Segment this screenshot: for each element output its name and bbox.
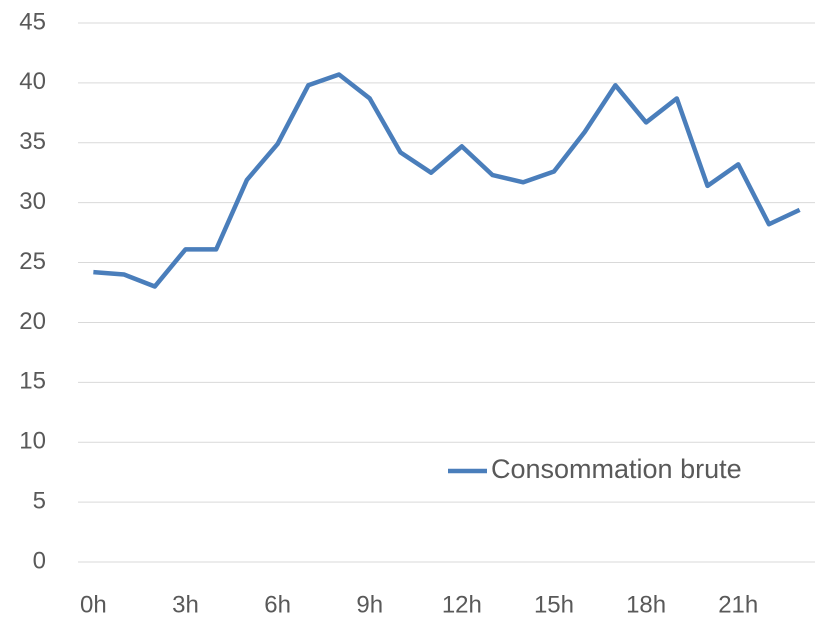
x-tick-label: 3h <box>172 591 199 618</box>
y-tick-label: 30 <box>19 188 46 215</box>
x-tick-label: 15h <box>534 591 574 618</box>
x-tick-label: 9h <box>356 591 383 618</box>
x-tick-label: 6h <box>264 591 291 618</box>
y-tick-label: 10 <box>19 428 46 455</box>
x-tick-label: 18h <box>626 591 666 618</box>
y-tick-label: 40 <box>19 68 46 95</box>
x-tick-label: 21h <box>718 591 758 618</box>
y-tick-label: 20 <box>19 308 46 335</box>
y-tick-label: 5 <box>33 487 46 514</box>
y-tick-label: 35 <box>19 128 46 155</box>
x-tick-label: 12h <box>442 591 482 618</box>
y-tick-label: 45 <box>19 8 46 35</box>
x-tick-label: 0h <box>80 591 107 618</box>
legend-label: Consommation brute <box>491 454 742 484</box>
series-line <box>93 72 801 289</box>
y-tick-label: 25 <box>19 248 46 275</box>
y-tick-label: 0 <box>33 547 46 574</box>
y-tick-label: 15 <box>19 368 46 395</box>
